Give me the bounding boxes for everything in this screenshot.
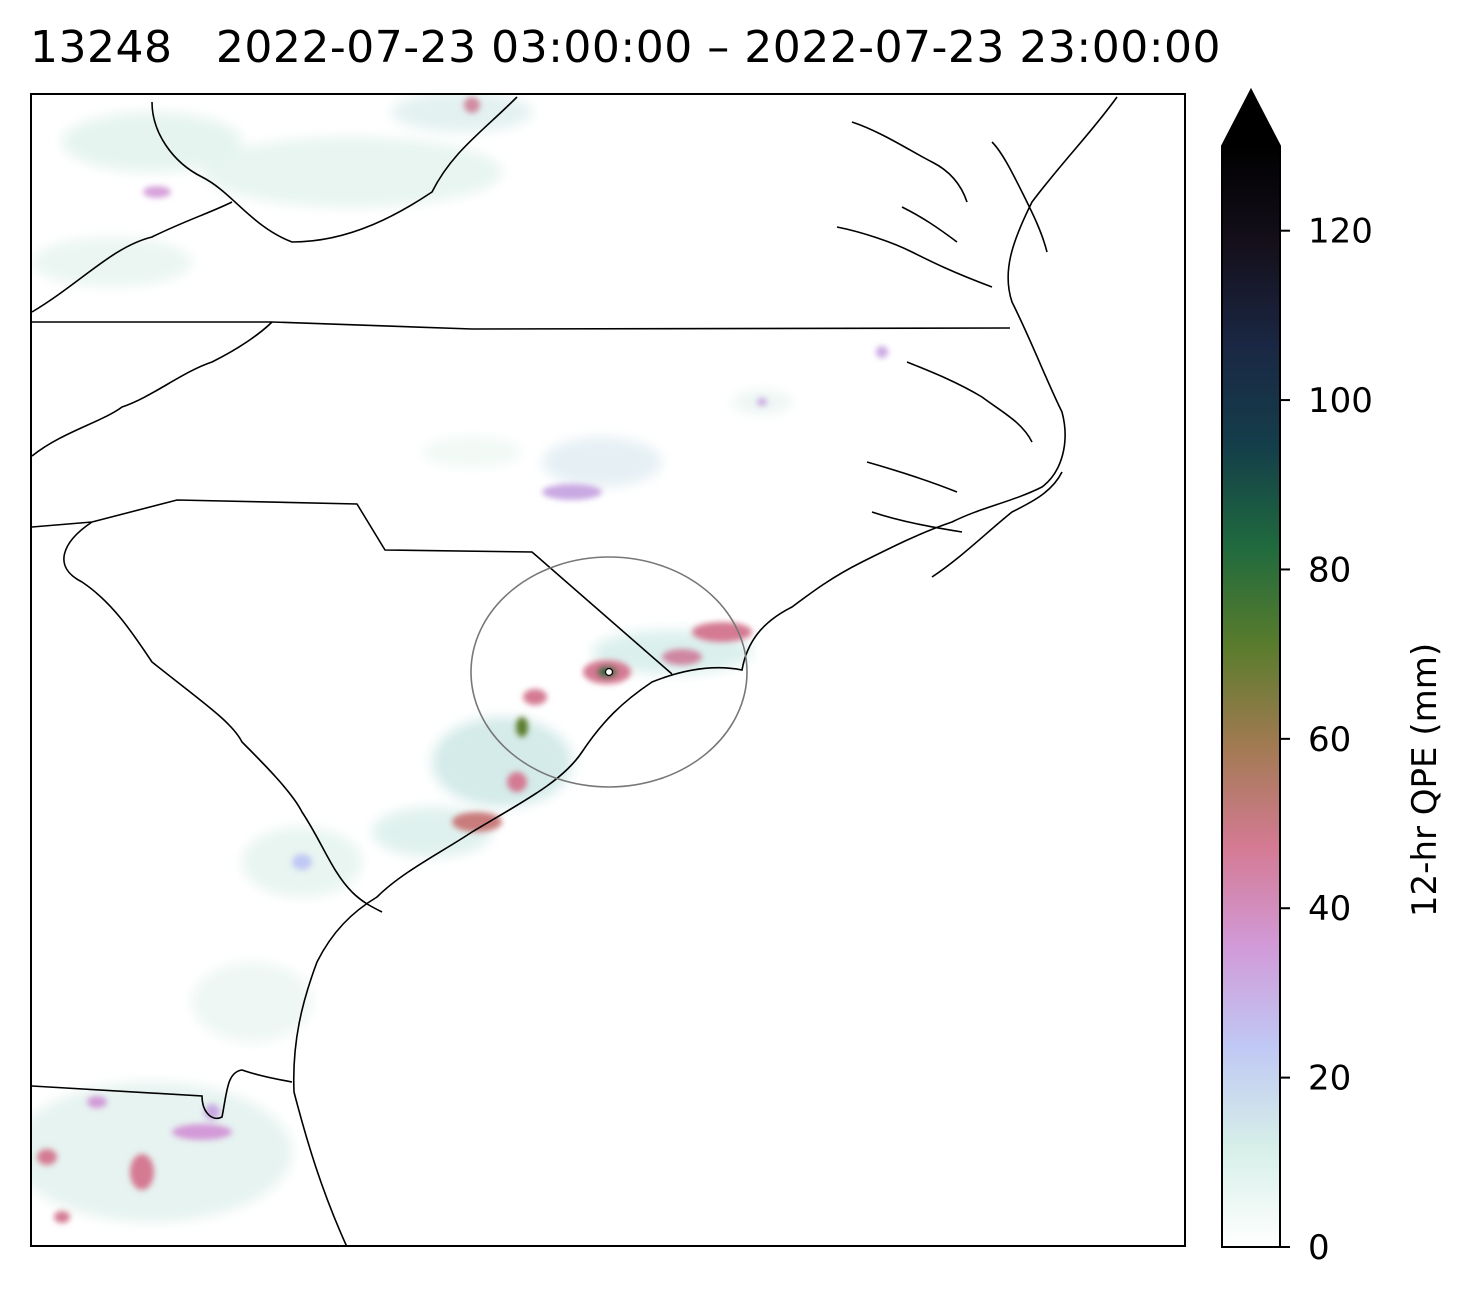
colorbar-label: 12-hr QPE (mm): [1405, 643, 1445, 917]
precip-patch: [422, 437, 522, 467]
colorbar-tick-label: 60: [1308, 720, 1351, 760]
precip-cell: [292, 854, 312, 870]
border-va-nc: [32, 321, 1011, 330]
precip-cell: [204, 1104, 220, 1120]
precip-cell: [37, 1149, 57, 1165]
colorbar-gradient: [1222, 146, 1280, 1247]
map-canvas: [32, 95, 1118, 1245]
precip-cell: [143, 186, 171, 198]
border-ga-sc: [63, 521, 383, 913]
coast-chesapeake: [836, 121, 993, 288]
map-panel[interactable]: [30, 93, 1186, 1247]
coast-atlantic: [292, 96, 1118, 1245]
colorbar-outline: [1221, 87, 1281, 1248]
radar-site-marker[interactable]: [604, 667, 614, 677]
colorbar-tick-label: 20: [1308, 1059, 1351, 1099]
precip-patch: [432, 717, 572, 807]
coastline: [292, 96, 1118, 1245]
precip-patch: [202, 137, 502, 207]
colorbar-scale: 0 20 40 60 80 100 120: [1221, 87, 1373, 1268]
precip-cell: [54, 1211, 70, 1223]
precip-cell: [662, 649, 702, 665]
precip-patch: [32, 237, 192, 287]
precip-cell: [172, 1124, 232, 1140]
precip-cell: [464, 97, 480, 113]
coast-outer-banks: [931, 471, 1063, 578]
figure-title: 13248 2022-07-23 03:00:00 – 2022-07-23 2…: [30, 22, 1222, 73]
precip-cell: [692, 622, 752, 642]
precip-cell: [523, 689, 547, 705]
colorbar-tick-label: 80: [1308, 550, 1351, 590]
precip-cell: [507, 772, 527, 792]
precip-cell: [130, 1154, 154, 1190]
precip-patch: [32, 1082, 292, 1222]
colorbar-tick-label: 100: [1308, 381, 1373, 421]
border-ga-nc: [32, 499, 673, 675]
border-tn-nc: [32, 321, 273, 457]
colorbar-tick-label: 120: [1308, 212, 1373, 252]
coast-pamlico: [866, 361, 1033, 533]
colorbar-tick-label: 40: [1308, 889, 1351, 929]
border-fl-ga: [32, 1069, 293, 1119]
radar-range-circle: [470, 556, 748, 788]
precip-cell: [757, 398, 767, 406]
coast-sound: [991, 141, 1048, 253]
colorbar-tick-label: 0: [1308, 1228, 1330, 1268]
colorbar: 0 20 40 60 80 100 120 12-hr QPE (mm): [1221, 87, 1445, 1268]
precip-patch: [392, 95, 532, 132]
precip-cell: [876, 346, 888, 358]
colorbar-extend-arrow: [1222, 90, 1280, 146]
precip-cell: [542, 484, 602, 500]
border-ky-va: [32, 201, 233, 313]
precip-patch: [62, 112, 242, 172]
state-borders: [32, 96, 1011, 1119]
precip-patch: [192, 962, 312, 1042]
precip-cell: [516, 717, 528, 737]
precip-cell: [452, 812, 502, 832]
precip-patch: [542, 437, 662, 487]
border-wv-va: [151, 96, 518, 243]
precip-cell: [87, 1096, 107, 1108]
